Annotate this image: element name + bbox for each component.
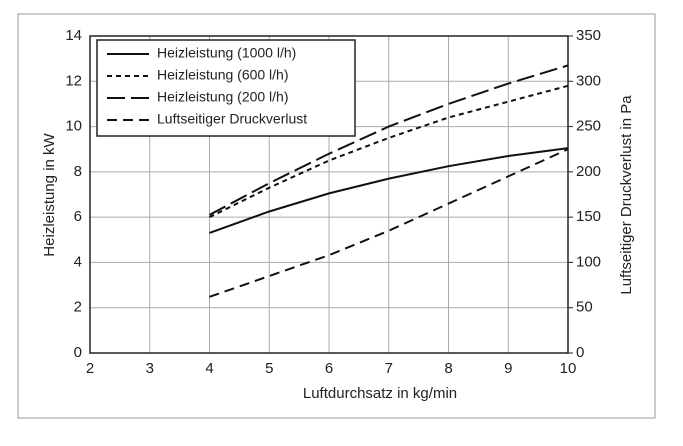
data-line xyxy=(209,64,569,216)
y-tick-label: 2 xyxy=(74,299,82,316)
frame xyxy=(17,13,656,419)
x-tick-label: 10 xyxy=(560,360,577,377)
y2-tick-label: 350 xyxy=(576,27,601,44)
legend-label: Heizleistung (200 l/h) xyxy=(157,89,289,105)
y2-tick-label: 250 xyxy=(576,118,601,135)
y-tick-label: 0 xyxy=(74,344,82,361)
data-line xyxy=(209,148,569,298)
y-tick-label: 12 xyxy=(65,72,82,89)
y-tick-label: 8 xyxy=(74,163,82,180)
y2-tick-label: 300 xyxy=(576,72,601,89)
y2-axis-label: Luftseitiger Druckverlust in Pa xyxy=(618,95,635,295)
y-tick-label: 6 xyxy=(74,208,82,225)
x-tick-label: 9 xyxy=(504,360,512,377)
x-tick-label: 8 xyxy=(444,360,452,377)
y-axis-label: Heizleistung in kW xyxy=(41,132,58,256)
data-line xyxy=(209,84,569,219)
x-tick-label: 6 xyxy=(325,360,333,377)
legend-label: Luftseitiger Druckverlust xyxy=(157,111,307,127)
y-tick-label: 10 xyxy=(65,118,82,135)
y-tick-label: 4 xyxy=(74,253,82,270)
y2-tick-label: 200 xyxy=(576,163,601,180)
x-tick-label: 7 xyxy=(385,360,393,377)
x-tick-label: 5 xyxy=(265,360,273,377)
y2-tick-label: 100 xyxy=(576,253,601,270)
y-tick-label: 14 xyxy=(65,27,82,44)
legend-label: Heizleistung (600 l/h) xyxy=(157,67,289,83)
data-line xyxy=(209,147,569,234)
y2-tick-label: 0 xyxy=(576,344,584,361)
x-axis-label: Luftdurchsatz in kg/min xyxy=(303,385,457,402)
y2-tick-label: 50 xyxy=(576,299,593,316)
legend-label: Heizleistung (1000 l/h) xyxy=(157,45,296,61)
y2-tick-label: 150 xyxy=(576,208,601,225)
plot-area xyxy=(89,35,569,354)
x-tick-label: 2 xyxy=(86,360,94,377)
x-tick-label: 3 xyxy=(146,360,154,377)
x-tick-label: 4 xyxy=(205,360,213,377)
